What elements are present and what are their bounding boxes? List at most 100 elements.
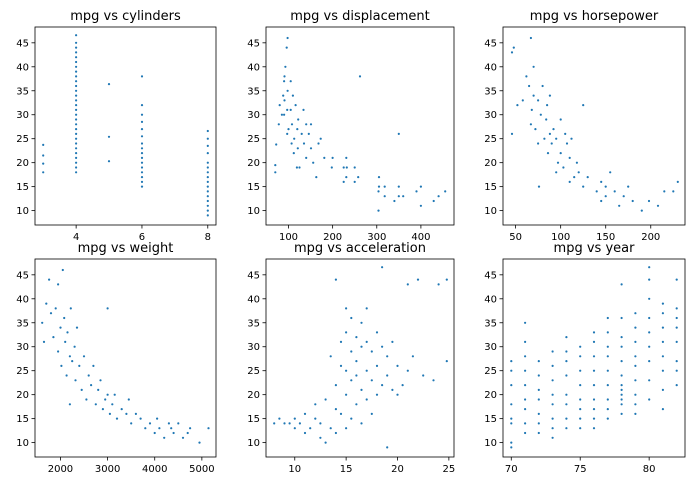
data-point [386,446,389,449]
data-point [206,180,209,183]
data-point [345,393,348,396]
data-point [634,393,637,396]
data-point [510,360,513,363]
data-point [75,123,78,126]
data-point [537,142,540,145]
data-point [555,171,558,174]
data-point [75,104,78,107]
y-tick-label: 30 [16,342,29,353]
data-point [75,166,78,169]
y-tick-label: 30 [16,110,29,121]
data-point [595,190,598,193]
data-point [524,321,527,324]
data-point [167,422,170,425]
data-point [648,331,651,334]
data-point [675,278,678,281]
data-point [592,355,596,358]
data-point [568,156,571,159]
data-point [106,393,109,396]
data-point [314,403,317,406]
data-point [177,422,180,425]
y-tick-label: 40 [16,294,29,305]
data-point [370,412,373,415]
data-point [303,412,307,415]
data-point [573,176,576,179]
data-point [75,41,78,44]
data-point [303,431,307,435]
data-point [75,89,78,92]
x-tick-label: 70 [505,464,518,475]
data-point [604,195,607,198]
axes-frame [265,26,455,226]
data-point [148,422,152,425]
y-tick-label: 15 [247,414,260,425]
data-point [75,171,78,174]
data-point [289,80,292,83]
data-point [375,393,379,396]
data-point [510,369,513,372]
data-point [556,161,560,164]
data-point [108,412,111,415]
data-point [206,137,209,140]
data-point [510,446,513,449]
data-point [551,427,554,430]
data-point [317,142,320,145]
data-point [48,278,51,281]
data-point [274,164,277,167]
data-point [75,326,79,329]
data-point [437,283,440,286]
data-point [512,46,515,49]
data-point [345,156,348,159]
data-point [206,199,209,203]
data-points [274,36,447,212]
x-tick-label: 150 [596,232,615,243]
data-point [383,195,386,198]
data-point [415,190,418,193]
data-point [360,345,363,348]
y-tick-label: 45 [484,270,497,281]
subplot-5: mpg vs acceleration 10 15 20 25 10 15 20 25 30 35 4… [247,241,455,475]
data-point [524,355,527,358]
data-point [156,417,159,420]
y-tick-label: 20 [247,158,260,169]
data-point [579,408,582,411]
data-point [65,374,68,377]
data-point [134,412,137,415]
data-point [75,161,78,164]
data-point [675,384,678,387]
data-point [206,209,209,212]
data-point [365,369,368,372]
data-point [529,123,533,126]
data-point [139,417,142,420]
data-point [286,132,289,135]
data-point [552,128,555,131]
data-point [75,60,78,64]
data-point [620,412,623,415]
subplot-4: mpg vs weight 2000 3000 4000 5000 10 15 20 25 30 3… [16,241,217,475]
data-point [634,312,637,315]
data-point [377,185,381,188]
data-point [546,152,550,155]
data-point [592,398,596,401]
data-point [579,427,582,430]
data-point [432,379,435,382]
data-point [370,350,373,353]
subplot-3: mpg vs horsepower 50 100 150 200 10 15 20 25 30 35… [484,9,686,243]
data-point [75,65,78,68]
data-point [64,340,67,343]
data-point [206,152,209,155]
x-tick-label: 2000 [48,464,73,475]
data-point [309,147,313,150]
data-point [75,142,78,145]
data-point [140,128,144,131]
data-point [290,123,294,126]
data-point [606,331,609,334]
y-tick-label: 25 [16,134,29,145]
axes-frame [34,26,217,226]
x-tick-label: 10 [288,464,301,475]
data-point [360,422,363,425]
data-point [163,436,166,439]
data-point [648,266,651,269]
data-point [524,398,527,401]
data-point [604,185,607,188]
